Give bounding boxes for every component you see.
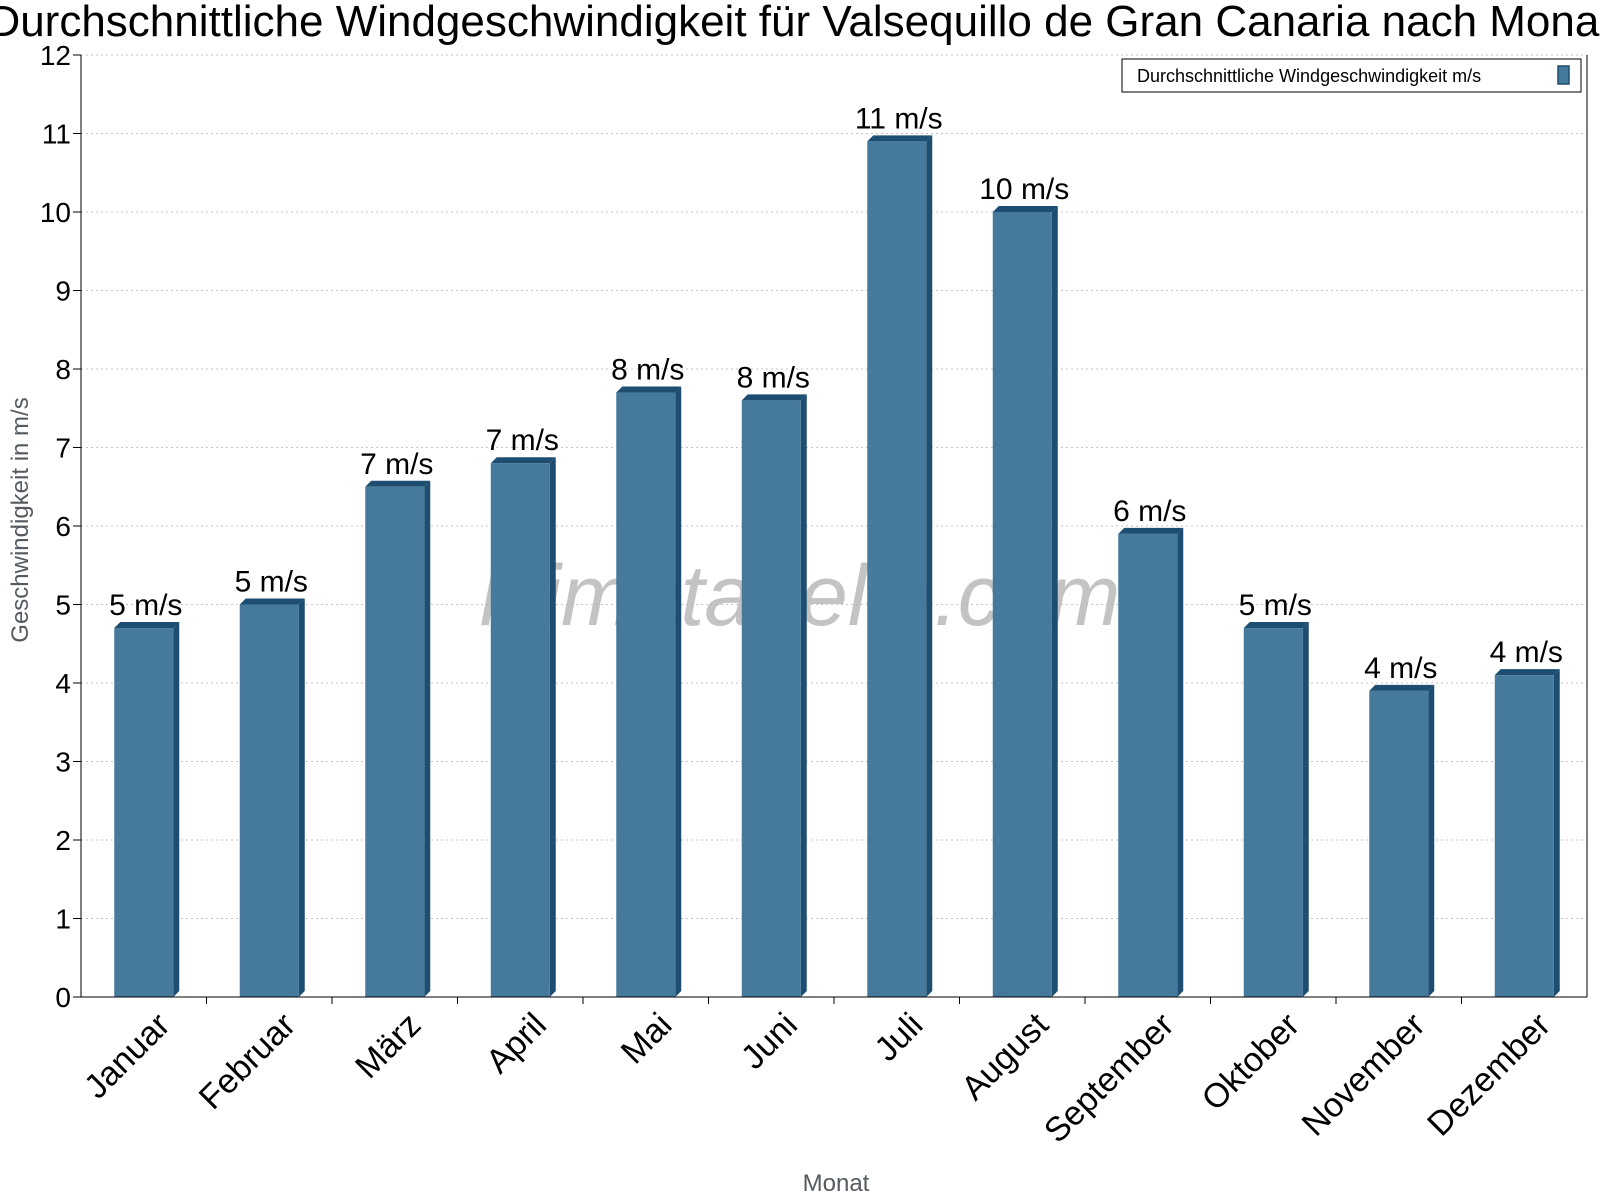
bar-side bbox=[675, 386, 682, 997]
bar-märz bbox=[365, 480, 431, 997]
data-label: 7 m/s bbox=[360, 448, 433, 481]
bar-november bbox=[1369, 684, 1435, 997]
data-label: 8 m/s bbox=[737, 361, 810, 394]
bar-front bbox=[867, 141, 927, 998]
x-tick-label: September bbox=[1037, 1006, 1181, 1150]
data-label: 7 m/s bbox=[486, 424, 559, 457]
data-label: 4 m/s bbox=[1364, 652, 1437, 685]
x-tick-label: März bbox=[348, 1006, 428, 1086]
data-label: 11 m/s bbox=[855, 102, 943, 135]
x-tick-label: Dezember bbox=[1420, 1006, 1558, 1144]
bar-front bbox=[616, 392, 676, 997]
x-tick-label: Februar bbox=[192, 1006, 303, 1117]
bar-april bbox=[490, 457, 556, 997]
grid-lines bbox=[81, 54, 1587, 919]
bar-side bbox=[549, 457, 556, 997]
data-label: 5 m/s bbox=[235, 566, 308, 599]
x-axis-label: Monat bbox=[803, 1170, 870, 1197]
legend-label: Durchschnittliche Windgeschwindigkeit m/… bbox=[1137, 66, 1481, 86]
x-tick-label: April bbox=[479, 1006, 554, 1081]
bar-top bbox=[616, 386, 682, 393]
bar-front bbox=[741, 400, 801, 997]
y-axis-label: Geschwindigkeit in m/s bbox=[7, 397, 34, 642]
y-tick-label: 6 bbox=[55, 511, 71, 542]
data-label: 5 m/s bbox=[109, 589, 182, 622]
bar-top bbox=[1494, 669, 1560, 676]
y-tick-label: 9 bbox=[55, 276, 71, 307]
bar-side bbox=[1051, 206, 1058, 997]
x-tick-label: August bbox=[954, 1005, 1056, 1107]
bar-top bbox=[741, 394, 807, 401]
data-label: 6 m/s bbox=[1113, 495, 1186, 528]
bar-front bbox=[1243, 628, 1303, 997]
bar-side bbox=[800, 394, 807, 997]
bar-side bbox=[1302, 622, 1309, 997]
bar-top bbox=[239, 598, 305, 605]
y-tick-label: 4 bbox=[55, 668, 71, 699]
axes bbox=[73, 54, 1588, 1004]
bar-top bbox=[992, 206, 1058, 212]
x-tick-label: November bbox=[1295, 1006, 1433, 1144]
legend-box bbox=[1121, 58, 1582, 93]
x-tick-labels: Januar Februar März April Mai Juni Juli AugustS… bbox=[77, 1005, 1558, 1150]
data-label: 10 m/s bbox=[979, 173, 1069, 206]
bar-juni bbox=[741, 394, 807, 997]
bar-side bbox=[926, 135, 933, 998]
bar-front bbox=[114, 628, 174, 997]
y-tick-label: 7 bbox=[55, 433, 71, 464]
bar-september bbox=[1118, 527, 1184, 997]
y-tick-label: 1 bbox=[55, 904, 71, 935]
bar-top bbox=[1369, 684, 1435, 691]
bar-august bbox=[992, 206, 1058, 997]
bar-top bbox=[1118, 527, 1184, 534]
data-labels: 5 m/s 5 m/s 7 m/s 7 m/s 8 m/s 8 m/s 11 m/s 10 m… bbox=[109, 102, 1563, 685]
bar-top bbox=[114, 622, 180, 629]
bar-front bbox=[1494, 675, 1554, 997]
data-label: 5 m/s bbox=[1239, 589, 1312, 622]
y-tick-label: 11 bbox=[42, 119, 71, 150]
legend: Durchschnittliche Windgeschwindigkeit m/… bbox=[1121, 58, 1582, 93]
y-tick-label: 10 bbox=[40, 197, 71, 228]
x-tick-label: Juli bbox=[867, 1006, 930, 1069]
y-tick-label: 5 bbox=[55, 590, 71, 621]
bar-juli bbox=[867, 135, 933, 998]
bar-top bbox=[490, 457, 556, 464]
legend-swatch bbox=[1557, 65, 1570, 85]
bar-top bbox=[1243, 622, 1309, 629]
x-tick-label: Juni bbox=[734, 1006, 805, 1077]
y-tick-label: 0 bbox=[55, 982, 71, 1013]
bar-top bbox=[867, 135, 933, 142]
data-label: 4 m/s bbox=[1490, 636, 1563, 669]
bar-februar bbox=[239, 598, 305, 997]
y-tick-label: 8 bbox=[55, 354, 71, 385]
data-label: 8 m/s bbox=[611, 354, 684, 387]
bar-oktober bbox=[1243, 622, 1309, 997]
x-tick-label: Mai bbox=[614, 1006, 680, 1072]
bar-side bbox=[1428, 684, 1435, 997]
bar-front bbox=[365, 486, 425, 997]
y-tick-label: 3 bbox=[55, 747, 71, 778]
bar-dezember bbox=[1494, 669, 1560, 997]
y-tick-label: 12 bbox=[40, 40, 71, 71]
bar-mai bbox=[616, 386, 682, 997]
bar-side bbox=[424, 480, 431, 997]
bar-side bbox=[298, 598, 305, 997]
x-tick-label: Januar bbox=[77, 1006, 177, 1106]
chart-title: Durchschnittliche Windgeschwindigkeit fü… bbox=[0, 0, 1600, 46]
bar-side bbox=[1177, 527, 1184, 997]
bar-front bbox=[1118, 533, 1178, 997]
y-tick-label: 2 bbox=[55, 825, 71, 856]
bar-front bbox=[992, 212, 1052, 997]
bars-group bbox=[114, 135, 1560, 998]
bar-side bbox=[173, 622, 180, 997]
bar-front bbox=[490, 463, 550, 997]
bar-side bbox=[1553, 669, 1560, 997]
bar-januar bbox=[114, 622, 180, 997]
bar-top bbox=[365, 480, 431, 487]
bar-front bbox=[239, 604, 299, 997]
bar-front bbox=[1369, 690, 1429, 997]
x-tick-label: Oktober bbox=[1195, 1006, 1307, 1118]
